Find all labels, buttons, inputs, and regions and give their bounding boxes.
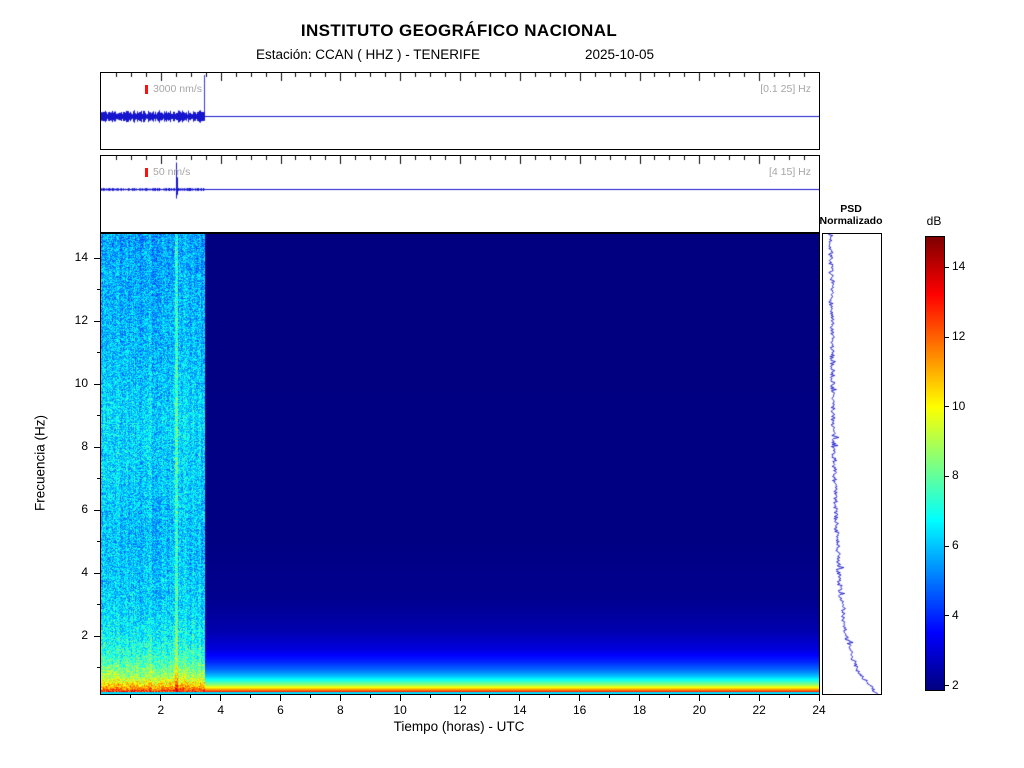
- x-tick-label: 2: [157, 703, 165, 717]
- x-axis-tick: [250, 695, 252, 698]
- y-axis-tick: [94, 446, 100, 448]
- x-axis-tick: [519, 695, 521, 701]
- colorbar-tick-label: 2: [952, 677, 959, 692]
- x-axis-tick: [369, 695, 371, 698]
- y-tick-label: 12: [74, 313, 88, 328]
- scale-marker-icon: [145, 85, 148, 94]
- x-axis-tick: [758, 695, 760, 701]
- y-tick-label: 10: [74, 376, 88, 391]
- x-tick-label: 24: [812, 703, 826, 717]
- x-axis-tick: [429, 695, 431, 698]
- y-axis-tick: [97, 289, 100, 291]
- y-axis-tick: [94, 635, 100, 637]
- x-axis-tick: [220, 695, 222, 701]
- x-axis-tick: [788, 695, 790, 698]
- colorbar-tick: [945, 475, 949, 477]
- band-label-broadband: [0.1 25] Hz: [760, 83, 811, 95]
- x-tick-label: 12: [453, 703, 467, 717]
- y-axis-tick: [94, 257, 100, 259]
- colorbar-tick-label: 14: [952, 259, 966, 274]
- colorbar-tick: [945, 336, 949, 338]
- x-axis-tick: [549, 695, 551, 698]
- spectrogram-canvas: [101, 234, 819, 694]
- broadband-trace-canvas: [101, 73, 819, 149]
- trace-panel-filtered: 50 nm/s [4 15] Hz: [100, 155, 820, 233]
- scale-label-broadband: 3000 nm/s: [153, 83, 203, 95]
- x-axis-tick: [489, 695, 491, 698]
- x-axis-tick: [280, 695, 281, 701]
- colorbar: [925, 236, 945, 691]
- colorbar-tick: [945, 685, 949, 686]
- psd-title-line1: PSD: [840, 203, 862, 215]
- y-tick-label: 8: [81, 439, 88, 454]
- psd-panel: [822, 233, 882, 695]
- colorbar-tick: [945, 615, 949, 617]
- colorbar-tick-label: 10: [952, 398, 966, 413]
- figure-title: INSTITUTO GEOGRÁFICO NACIONAL: [300, 21, 618, 40]
- x-axis-tick: [399, 695, 401, 701]
- y-axis-tick: [94, 572, 100, 574]
- x-axis-tick: [459, 695, 461, 701]
- y-axis-tick: [94, 383, 100, 385]
- colorbar-unit-label: dB: [926, 214, 942, 228]
- scale-marker-icon: [145, 168, 148, 177]
- x-tick-label: 20: [692, 703, 706, 717]
- colorbar-tick: [945, 545, 949, 547]
- psd-curve-canvas: [823, 234, 881, 694]
- x-axis-tick: [309, 695, 311, 698]
- x-axis-tick: [130, 695, 132, 698]
- x-tick-label: 16: [572, 703, 587, 717]
- y-axis-tick: [97, 541, 100, 543]
- y-axis-tick: [97, 667, 100, 669]
- colorbar-tick-label: 12: [952, 329, 966, 344]
- x-axis-tick: [668, 695, 670, 698]
- filtered-trace-canvas: [101, 156, 819, 232]
- station-subtitle: Estación: CCAN ( HHZ ) - TENERIFE: [256, 47, 481, 62]
- x-axis-tick: [579, 695, 581, 701]
- y-axis-tick: [97, 352, 100, 354]
- colorbar-tick-label: 4: [952, 607, 959, 622]
- colorbar-canvas: [926, 237, 944, 690]
- trace-panel-broadband: 3000 nm/s [0.1 25] Hz: [100, 72, 820, 150]
- psd-title: PSD Normalizado: [808, 203, 894, 227]
- y-tick-label: 2: [81, 628, 88, 643]
- x-tick-label: 18: [632, 703, 647, 717]
- y-tick-label: 14: [74, 250, 88, 265]
- x-axis-tick: [609, 695, 611, 698]
- spectrogram-panel: [100, 233, 820, 695]
- colorbar-tick: [945, 266, 949, 268]
- x-axis-tick: [818, 695, 820, 701]
- x-axis-tick: [639, 695, 640, 701]
- y-tick-label: 4: [81, 565, 88, 580]
- y-axis-label: Frecuencia (Hz): [32, 414, 48, 512]
- x-tick-label: 22: [752, 703, 766, 717]
- y-axis-tick: [97, 604, 100, 606]
- y-axis-tick: [94, 509, 100, 511]
- scale-label-filtered: 50 nm/s: [153, 166, 191, 178]
- band-label-filtered: [4 15] Hz: [768, 166, 811, 178]
- x-axis-tick: [339, 695, 341, 701]
- colorbar-tick-label: 8: [952, 468, 959, 483]
- x-axis-tick: [728, 695, 730, 698]
- y-axis-tick: [97, 415, 100, 417]
- x-tick-label: 8: [336, 703, 344, 717]
- date-label: 2025-10-05: [585, 47, 655, 62]
- x-axis-tick: [160, 695, 162, 701]
- x-tick-label: 14: [513, 703, 527, 717]
- x-axis-label: Tiempo (horas) - UTC: [393, 719, 525, 734]
- x-axis-tick: [698, 695, 700, 701]
- y-axis-tick: [94, 320, 100, 322]
- y-tick-label: 6: [81, 502, 88, 517]
- y-axis-tick: [97, 478, 100, 480]
- colorbar-tick: [945, 406, 949, 408]
- x-tick-label: 4: [217, 703, 224, 717]
- x-axis-tick: [190, 695, 192, 698]
- x-tick-label: 10: [393, 703, 407, 717]
- x-tick-label: 6: [277, 703, 284, 717]
- psd-title-line2: Normalizado: [819, 214, 883, 227]
- colorbar-tick-label: 6: [952, 538, 959, 553]
